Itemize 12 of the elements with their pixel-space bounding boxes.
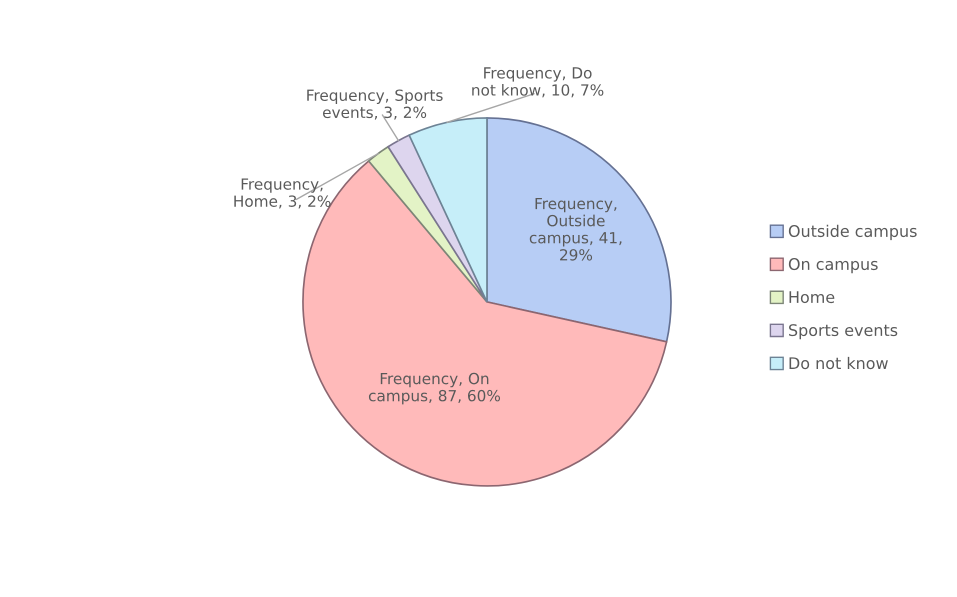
- data-label: Frequency, On campus, 87, 60%: [368, 372, 500, 404]
- data-label: Frequency, Home, 3, 2%: [234, 178, 331, 209]
- data-label: Frequency, Sports events, 3, 2%: [307, 89, 443, 120]
- data-label: Frequency, Outside campus, 41, 29%: [530, 198, 622, 261]
- legend-label: Do not know: [790, 356, 888, 370]
- data-label: Frequency, Do not know, 10, 7%: [472, 67, 604, 98]
- pie-slice: [486, 117, 672, 343]
- legend-label: Sports events: [789, 324, 898, 340]
- legend-label: Home: [790, 291, 834, 304]
- legend-label: Outside campus: [788, 224, 917, 240]
- pie-slice: [408, 117, 488, 303]
- legend-label: On campus: [788, 258, 878, 274]
